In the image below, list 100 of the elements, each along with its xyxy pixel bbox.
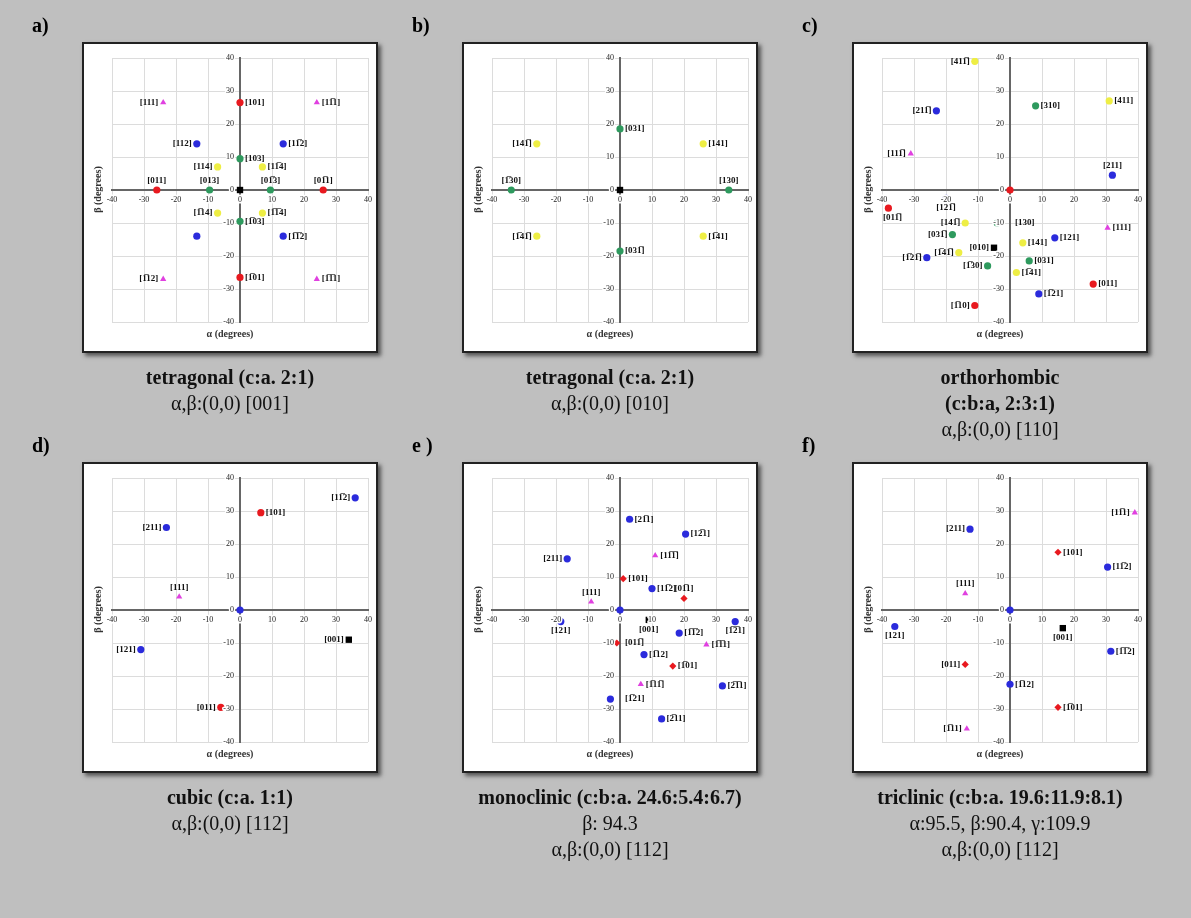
y-tick-label: 0 <box>610 605 614 615</box>
y-tick-label: 20 <box>996 539 1004 549</box>
y-axis-title: β (degrees) <box>471 165 483 215</box>
point <box>236 606 244 614</box>
point <box>891 622 899 631</box>
y-tick-label: 0 <box>610 185 614 195</box>
annotation: [1̅21̅] <box>902 251 922 262</box>
point <box>1035 290 1043 298</box>
y-tick-label: 40 <box>996 53 1004 63</box>
annotation: [141] <box>708 138 728 149</box>
point <box>1104 224 1111 230</box>
annotation: [121] <box>116 643 136 654</box>
text: α,β:(0,0) [001] <box>170 391 290 416</box>
y-tick-label: 20 <box>606 539 614 549</box>
annotation: [1̅41] <box>708 230 728 241</box>
text: cubic (c:a. 1:1) <box>165 785 295 810</box>
y-tick-label: 30 <box>226 86 234 96</box>
annotation: [121] <box>551 625 571 636</box>
annotation: [11̅1] <box>1111 506 1130 517</box>
annotation: [11̅2] <box>1112 561 1132 572</box>
annotation: [111] <box>581 586 601 597</box>
point <box>923 254 931 262</box>
text: α,β:(0,0) [110] <box>941 418 1059 440</box>
annotation: [1̅10] <box>950 299 970 310</box>
annotation: [411̅] <box>950 55 970 66</box>
annotation: [001] <box>1053 631 1073 642</box>
annotation: [1̅1̅1] <box>321 273 341 284</box>
point <box>640 650 648 659</box>
point <box>1107 647 1115 655</box>
point <box>313 275 320 281</box>
y-tick-label: 30 <box>606 86 614 96</box>
annotation: [211] <box>543 553 563 564</box>
chart-title: d) <box>32 434 50 457</box>
y-tick-label: -20 <box>993 671 1004 681</box>
chart-title: b) <box>412 14 430 37</box>
x-tick-label: 40 <box>364 615 372 625</box>
annotation: [111] <box>1112 222 1132 233</box>
point <box>984 262 992 270</box>
y-tick-label: -40 <box>993 317 1004 327</box>
x-tick-label: 40 <box>1134 615 1142 625</box>
point <box>153 186 161 194</box>
x-tick-label: -30 <box>908 615 920 625</box>
annotation: [11̅2] <box>288 138 308 149</box>
x-tick-label: -40 <box>876 195 888 205</box>
y-tick-label: -40 <box>223 737 234 747</box>
y-tick-label: -10 <box>603 218 614 228</box>
y-tick-label: 10 <box>226 152 234 162</box>
x-tick-label: -30 <box>138 615 150 625</box>
point <box>137 646 145 654</box>
y-tick-label: 0 <box>1000 605 1004 615</box>
annotation: [101] <box>265 506 286 517</box>
point <box>1105 97 1113 105</box>
annotation: [031] <box>625 123 645 134</box>
point <box>1006 680 1014 688</box>
annotation: [001] <box>324 634 344 645</box>
point <box>948 230 956 239</box>
point <box>279 232 287 240</box>
annotation: [211] <box>142 521 162 532</box>
annotation: [12̅1] <box>690 528 711 539</box>
annotation: [11̅2] <box>331 492 351 503</box>
text: α,β:(0,0) [112] <box>550 837 670 862</box>
chart-title: e ) <box>412 434 433 457</box>
y-tick-label: -20 <box>603 251 614 261</box>
point <box>884 204 892 212</box>
annotation: [141̅] <box>512 138 532 149</box>
point <box>1025 257 1033 265</box>
point <box>1012 268 1020 277</box>
x-tick-label: 20 <box>1070 615 1078 625</box>
annotation: [1̅41] <box>1021 266 1041 277</box>
text: α,β:(0,0) [010] <box>550 391 670 416</box>
chart-title: c) <box>802 14 818 37</box>
point <box>963 725 970 731</box>
x-tick-label: -10 <box>202 195 214 205</box>
point <box>971 301 979 310</box>
x-tick-label: 10 <box>1038 615 1046 625</box>
x-tick-label: 30 <box>1102 195 1110 205</box>
x-tick-label: 10 <box>268 195 276 205</box>
annotation: [2̅11] <box>666 713 686 724</box>
point <box>966 525 974 533</box>
annotation: [121] <box>885 630 905 641</box>
y-tick-label: 20 <box>996 119 1004 129</box>
x-tick-label: 10 <box>648 195 656 205</box>
x-tick-label: -30 <box>518 615 530 625</box>
x-tick-label: -30 <box>138 195 150 205</box>
text: tetragonal (c:a. 2:1) <box>144 365 316 390</box>
point <box>955 249 963 257</box>
annotation: [001] <box>639 623 659 634</box>
x-tick-label: -40 <box>876 615 888 625</box>
point <box>266 186 274 194</box>
point <box>961 219 969 227</box>
point <box>637 680 644 687</box>
x-tick-label: 40 <box>744 615 752 625</box>
point <box>236 155 244 163</box>
y-tick-label: 0 <box>1000 185 1004 195</box>
x-tick-label: 10 <box>268 615 276 625</box>
annotation: [11̅4] <box>267 161 287 172</box>
x-tick-label: -30 <box>518 195 530 205</box>
point <box>1054 703 1062 711</box>
annotation: [141] <box>1027 237 1048 248</box>
x-tick-label: 0 <box>618 615 622 625</box>
